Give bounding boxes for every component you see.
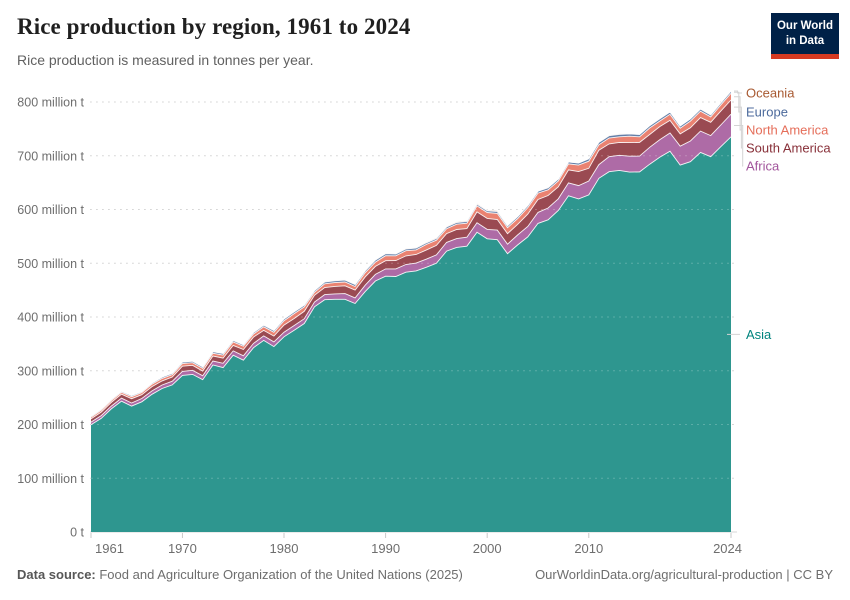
legend-connector-south-america (734, 106, 742, 149)
credit-link[interactable]: OurWorldinData.org/agricultural-producti… (535, 567, 833, 582)
x-tick-label: 2024 (713, 541, 742, 556)
series-boundary-line (90, 99, 732, 420)
x-tick-label: 1980 (270, 541, 299, 556)
y-tick-label: 300 million t (17, 364, 84, 378)
series-boundary-line (90, 90, 732, 417)
y-tick-label: 100 million t (17, 472, 84, 486)
series-boundary-line (90, 93, 732, 418)
x-tick-label: 1961 (95, 541, 124, 556)
series-boundary-line (90, 136, 732, 426)
area-asia[interactable] (91, 136, 731, 533)
page-title: Rice production by region, 1961 to 2024 (17, 14, 411, 39)
legend-label-south-america[interactable]: South America (746, 141, 831, 156)
series-boundary-line (90, 113, 732, 423)
x-axis: 1961 1970 1980 1990 2000 2010 2024 (90, 533, 742, 556)
legend-label-oceania[interactable]: Oceania (746, 86, 795, 101)
legend-label-north-america[interactable]: North America (746, 123, 829, 138)
owid-logo-line2: in Data (785, 34, 825, 47)
y-tick-label: 400 million t (17, 311, 84, 325)
area-south-america[interactable] (91, 100, 731, 423)
gridlines-overlay (91, 101, 731, 479)
y-tick-label: 700 million t (17, 149, 84, 163)
y-tick-label: 800 million t (17, 96, 84, 110)
legend-label-africa[interactable]: Africa (746, 159, 780, 174)
legend-connector-africa (734, 125, 744, 167)
y-tick-label: 200 million t (17, 418, 84, 432)
y-tick-label: 0 t (70, 526, 84, 540)
data-source: Data source: Food and Agriculture Organi… (17, 567, 463, 582)
x-tick-label: 1990 (371, 541, 400, 556)
legend: Oceania Europe North America South America A… (727, 86, 831, 342)
area-series (90, 90, 732, 533)
y-tick-label: 500 million t (17, 257, 84, 271)
y-tick-label: 600 million t (17, 203, 84, 217)
owid-logo[interactable]: Our World in Data (771, 13, 839, 59)
data-source-text: Food and Agriculture Organization of the… (95, 567, 463, 582)
chart-footer: Data source: Food and Agriculture Organi… (0, 567, 850, 582)
chart-subtitle: Rice production is measured in tonnes pe… (17, 52, 314, 68)
legend-label-europe[interactable]: Europe (746, 105, 788, 120)
legend-connector-europe (734, 91, 742, 113)
data-source-label: Data source: (17, 567, 96, 582)
owid-logo-line1: Our World (776, 20, 833, 32)
x-tick-label: 1970 (168, 541, 197, 556)
x-tick-label: 2010 (574, 541, 603, 556)
x-tick-label: 2000 (473, 541, 502, 556)
legend-label-asia[interactable]: Asia (746, 327, 772, 342)
y-axis: 0 t 100 million t 200 million t 300 million… (17, 96, 84, 540)
